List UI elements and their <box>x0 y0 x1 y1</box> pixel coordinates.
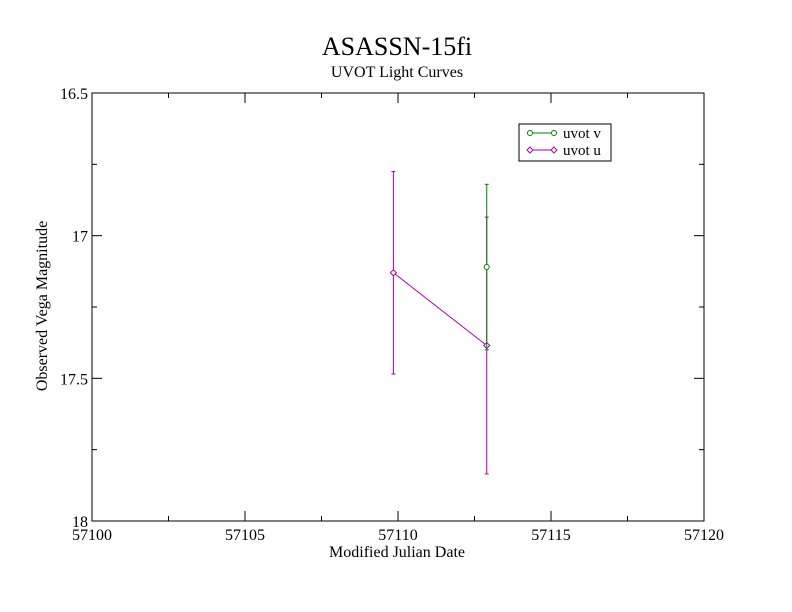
plot-frame <box>91 92 705 522</box>
legend-marker-uvot-u <box>526 146 534 154</box>
legend-marker-uvot-v <box>527 130 533 136</box>
y-axis-label: Observed Vega Magnitude <box>34 221 51 391</box>
series-uvot-v <box>483 183 490 351</box>
legend-box <box>518 123 612 162</box>
data-point-uvot-u <box>389 269 398 277</box>
chart-title: ASASSN-15fi <box>322 32 472 61</box>
series-uvot-u <box>389 170 491 475</box>
legend-marker-uvot-u <box>550 146 558 154</box>
legend-label-uvot-u: uvot u <box>563 143 601 159</box>
legend-label-uvot-v: uvot v <box>563 126 601 142</box>
x-axis-label: Modified Julian Date <box>329 544 465 561</box>
series-line-uvot-u <box>393 272 488 346</box>
chart-subtitle: UVOT Light Curves <box>331 64 463 81</box>
y-tick-label: 18 <box>72 514 88 531</box>
x-tick-label: 57110 <box>378 527 417 544</box>
axis-ticks: 57100 57105 57110 57115 57120 16.5 17 17.5 18 <box>60 86 724 544</box>
series-layer <box>389 170 491 475</box>
x-tick-label: 57105 <box>225 527 265 544</box>
x-tick-label: 57120 <box>684 527 724 544</box>
x-tick-label: 57100 <box>72 527 112 544</box>
legend-marker-uvot-v <box>551 130 557 136</box>
x-tick-label: 57115 <box>531 527 570 544</box>
y-tick-label: 17.5 <box>60 371 88 388</box>
y-tick-label: 16.5 <box>60 86 88 103</box>
data-point-uvot-v <box>483 264 490 271</box>
y-tick-label: 17 <box>72 229 88 246</box>
